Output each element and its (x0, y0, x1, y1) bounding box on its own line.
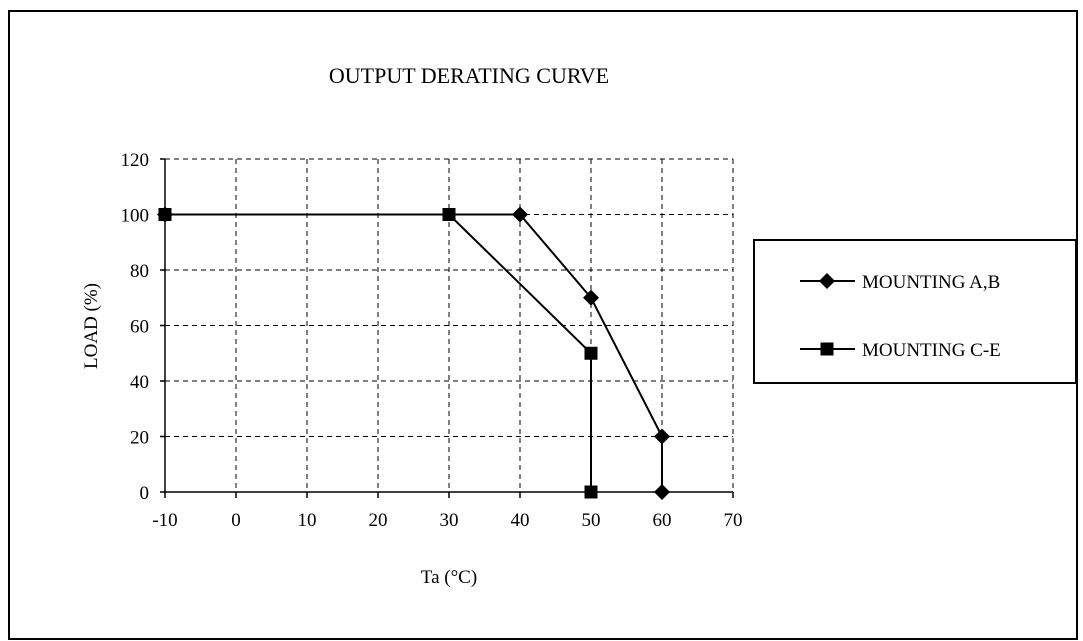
x-tick-label: 40 (511, 510, 530, 531)
y-tick-labels: 0 20 40 60 80 100 120 (121, 150, 150, 504)
legend-box (753, 239, 1077, 384)
chart-title: OUTPUT DERATING CURVE (329, 63, 609, 88)
legend-marker-square (820, 342, 834, 356)
series-line (165, 213, 592, 492)
data-point-diamond (512, 206, 528, 223)
series-2 (158, 208, 598, 499)
x-tick-label: 30 (440, 510, 459, 531)
y-axis-label: LOAD (%) (81, 283, 102, 369)
y-tick-label: 80 (130, 261, 149, 282)
data-point-square (442, 208, 456, 221)
y-tick-label: 60 (130, 317, 149, 338)
x-tick-label: -10 (152, 510, 177, 531)
x-tick-labels: -10 0 10 20 30 40 50 60 70 (152, 510, 742, 531)
legend-label: MOUNTING C-E (862, 340, 1001, 361)
data-point-square (158, 208, 172, 221)
legend-item: MOUNTING C-E (800, 340, 1001, 361)
data-point-diamond (654, 484, 670, 500)
legend-label: MOUNTING A,B (862, 272, 1000, 293)
x-tick-label: 50 (582, 510, 601, 531)
legend-item: MOUNTING A,B (800, 272, 1000, 293)
y-tick-label: 0 (140, 483, 150, 504)
data-point-square (584, 346, 598, 360)
series (157, 206, 670, 500)
y-tick-label: 120 (121, 150, 150, 171)
x-tick-label: 60 (653, 510, 672, 531)
x-tick-label: 70 (724, 510, 743, 531)
x-tick-label: 0 (231, 510, 241, 531)
data-point-diamond (654, 428, 670, 445)
y-tick-label: 20 (130, 428, 149, 449)
x-axis-label: Ta (°C) (421, 567, 477, 588)
x-tick-label: 20 (369, 510, 388, 531)
x-tick-label: 10 (298, 510, 317, 531)
y-tick-label: 40 (130, 372, 149, 393)
data-point-square (584, 485, 598, 499)
legend-marker-diamond (819, 273, 835, 289)
legend: MOUNTING A,B MOUNTING C-E (753, 239, 1077, 384)
data-point-diamond (583, 289, 599, 306)
y-tick-label: 100 (121, 206, 150, 227)
